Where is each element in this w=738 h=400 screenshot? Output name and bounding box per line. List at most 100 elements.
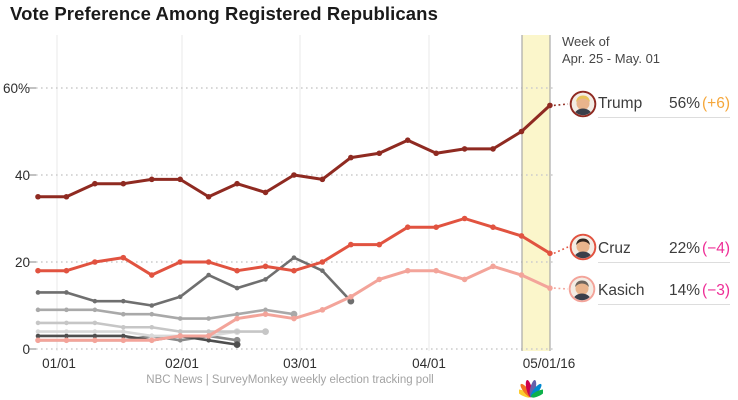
data-point-Kasich xyxy=(404,267,411,274)
data-point-unlabeled-gray-2 xyxy=(149,311,155,317)
data-point-Trump xyxy=(404,137,411,143)
data-point-unlabeled-gray-5 xyxy=(35,333,41,339)
data-point-Cruz xyxy=(35,267,41,274)
data-point-unlabeled-gray-1 xyxy=(320,268,325,274)
y-tick-label: 20 xyxy=(15,255,30,270)
data-point-unlabeled-gray-5 xyxy=(233,341,241,349)
data-point-Cruz xyxy=(148,272,155,278)
data-point-unlabeled-gray-3 xyxy=(234,329,240,334)
data-point-unlabeled-gray-2 xyxy=(290,310,298,318)
x-tick-label: 05/01/16 xyxy=(523,356,576,371)
data-point-unlabeled-gray-3 xyxy=(92,320,98,326)
data-point-Cruz xyxy=(177,259,183,265)
cruz-avatar xyxy=(569,233,597,261)
data-point-Cruz xyxy=(291,267,297,274)
data-point-Kasich xyxy=(205,333,212,339)
connector-Cruz xyxy=(553,246,569,255)
data-point-Trump xyxy=(291,172,297,178)
data-point-unlabeled-gray-4 xyxy=(64,329,69,334)
data-point-Trump xyxy=(234,180,240,187)
connector-Trump xyxy=(553,103,569,107)
data-point-Cruz xyxy=(348,241,354,248)
data-point-unlabeled-gray-1 xyxy=(64,290,69,295)
data-point-Trump xyxy=(319,176,326,183)
data-point-Kasich xyxy=(177,333,183,339)
data-point-Kasich xyxy=(148,337,155,344)
data-point-unlabeled-gray-1 xyxy=(347,297,355,305)
data-point-unlabeled-gray-4 xyxy=(35,329,41,334)
data-point-Cruz xyxy=(461,215,468,222)
data-point-unlabeled-gray-5 xyxy=(64,333,69,339)
data-point-Trump xyxy=(461,146,468,152)
data-point-Kasich xyxy=(92,337,98,344)
data-point-unlabeled-gray-3 xyxy=(149,324,155,330)
series-Trump xyxy=(35,102,553,200)
data-point-unlabeled-gray-1 xyxy=(206,272,211,278)
data-point-unlabeled-gray-3 xyxy=(262,328,269,335)
band-label-line2: Apr. 25 - May. 01 xyxy=(562,51,661,66)
data-point-unlabeled-gray-2 xyxy=(234,311,240,317)
legend-value-kasich: 14% xyxy=(668,282,700,299)
data-point-Kasich xyxy=(120,337,127,344)
data-point-Kasich xyxy=(35,337,41,344)
data-point-unlabeled-gray-1 xyxy=(263,277,268,282)
source-credit: NBC News | SurveyMonkey weekly election … xyxy=(146,374,434,386)
data-point-Cruz xyxy=(404,224,411,230)
legend-row-trump: Trump 56% (+6) xyxy=(598,91,730,118)
legend-delta-trump: (+6) xyxy=(702,95,730,112)
data-point-Cruz xyxy=(262,263,269,270)
data-point-Cruz xyxy=(376,241,383,248)
data-point-Kasich xyxy=(234,315,240,322)
data-point-Trump xyxy=(348,154,354,161)
data-point-Cruz xyxy=(92,259,98,265)
data-point-unlabeled-gray-4 xyxy=(121,329,126,334)
data-point-unlabeled-gray-3 xyxy=(35,320,41,326)
data-point-Cruz xyxy=(205,259,212,265)
band-label-line1: Week of xyxy=(562,34,610,49)
data-point-Trump xyxy=(205,193,212,200)
x-tick-label: 02/01 xyxy=(165,356,199,371)
data-point-unlabeled-gray-1 xyxy=(35,290,41,295)
data-point-Kasich xyxy=(547,285,553,291)
highlight-band xyxy=(522,35,550,351)
data-point-Trump xyxy=(63,193,70,200)
data-point-Cruz xyxy=(63,267,70,274)
x-tick-label: 03/01 xyxy=(283,356,317,371)
chart-title: Vote Preference Among Registered Republi… xyxy=(10,3,438,24)
data-point-unlabeled-gray-1 xyxy=(92,298,98,304)
connector-Kasich xyxy=(553,287,569,290)
data-point-Cruz xyxy=(433,224,439,230)
x-tick-label: 04/01 xyxy=(412,356,446,371)
highlight-band-label: Week of Apr. 25 - May. 01 xyxy=(562,33,660,67)
data-point-Kasich xyxy=(433,267,439,274)
data-point-unlabeled-gray-4 xyxy=(92,329,98,334)
y-tick-label: 0 xyxy=(22,342,30,357)
data-point-Trump xyxy=(120,180,127,187)
legend-value-cruz: 22% xyxy=(668,240,700,257)
data-point-unlabeled-gray-1 xyxy=(121,298,126,304)
legend-delta-cruz: (−4) xyxy=(702,240,730,257)
series-unlabeled-gray-1 xyxy=(35,255,355,308)
nbc-peacock-icon xyxy=(519,380,543,398)
series-Cruz xyxy=(35,215,553,278)
data-point-Kasich xyxy=(461,276,468,283)
data-point-Kasich xyxy=(348,294,354,300)
legend-name-cruz: Cruz xyxy=(598,240,631,257)
y-tick-label: 60% xyxy=(3,81,30,96)
data-point-Cruz xyxy=(234,267,240,274)
data-point-Cruz xyxy=(120,254,127,261)
y-tick-label: 40 xyxy=(15,168,30,183)
series-Kasich xyxy=(35,263,553,344)
data-point-unlabeled-gray-5 xyxy=(206,338,211,343)
data-point-unlabeled-gray-3 xyxy=(177,329,183,334)
data-point-unlabeled-gray-4 xyxy=(149,333,155,339)
data-point-unlabeled-gray-1 xyxy=(149,303,155,308)
data-point-unlabeled-gray-2 xyxy=(121,311,126,317)
legend-name-kasich: Kasich xyxy=(598,282,645,299)
data-point-Trump xyxy=(262,189,269,196)
data-point-Trump xyxy=(376,150,383,157)
data-point-unlabeled-gray-1 xyxy=(177,294,183,300)
data-point-unlabeled-gray-2 xyxy=(263,307,268,313)
legend-value-trump: 56% xyxy=(668,95,700,112)
